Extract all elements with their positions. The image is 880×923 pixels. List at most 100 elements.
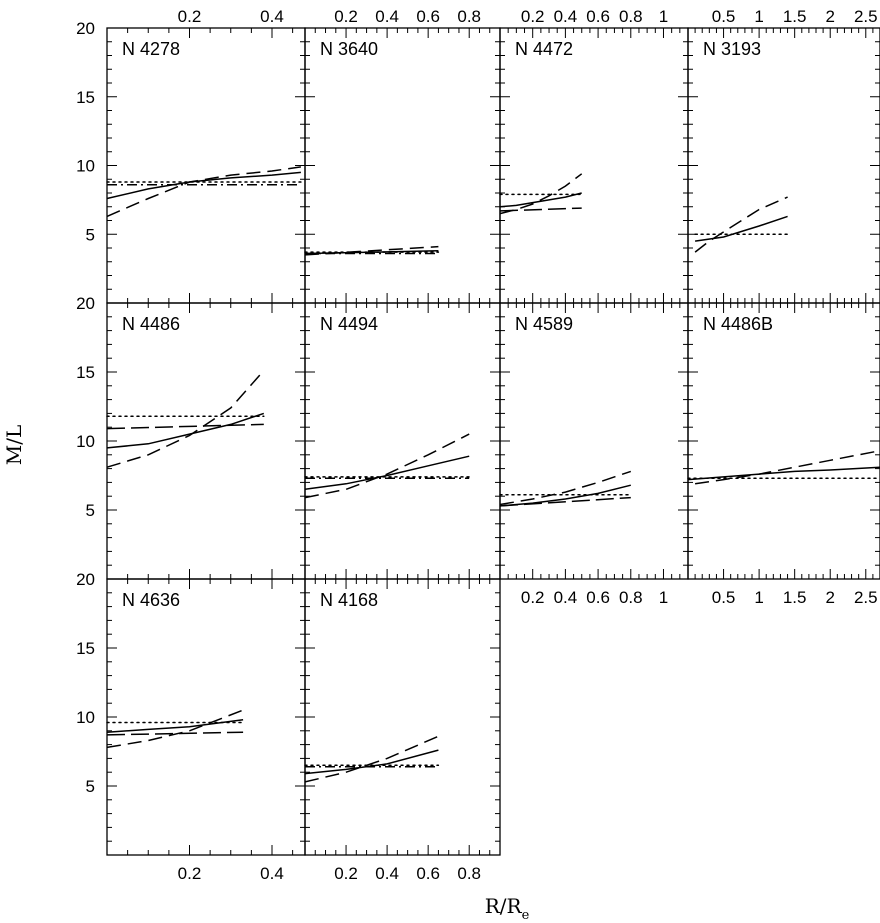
panel-title: N 3193 xyxy=(703,39,761,59)
panel-n-4472: 0.2 0.4 0.6 0.8 1 N 4472 xyxy=(499,7,689,304)
panel-n-4636: 5 10 15 20 0.2 0.4 N 4636 xyxy=(76,570,306,883)
series-line-dashed xyxy=(106,709,244,749)
panel-frame xyxy=(499,27,689,304)
panel-frame xyxy=(106,27,306,304)
x-tick-label: 2 xyxy=(825,588,834,607)
y-tick-label: 15 xyxy=(76,363,95,382)
x-tick-label: 2.5 xyxy=(854,588,878,607)
y-tick-label: 20 xyxy=(76,294,95,313)
x-axis-label-main: R/R xyxy=(485,894,523,918)
panel-n-3193: 0.5 1 1.5 2 2.5 N 3193 xyxy=(687,7,880,304)
series-line-dashed xyxy=(499,470,632,506)
panel-title: N 4472 xyxy=(515,39,573,59)
panel-frame xyxy=(106,302,306,580)
x-tick-label: 2 xyxy=(825,7,834,26)
y-tick-label: 5 xyxy=(86,777,95,796)
series-line-longdash xyxy=(499,496,631,507)
y-tick-label: 15 xyxy=(76,639,95,658)
x-tick-label: 1 xyxy=(754,588,763,607)
y-axis-label: M/L xyxy=(2,425,26,466)
series-line-dashed xyxy=(499,173,583,215)
series-line-dashed xyxy=(694,449,880,485)
y-tick-label: 15 xyxy=(76,88,95,107)
panel-frame xyxy=(687,27,880,304)
panel-frame xyxy=(304,578,501,856)
panel-n-4494: N 4494 xyxy=(304,302,501,580)
panel-title: N 4494 xyxy=(320,314,378,334)
series-line-solid xyxy=(304,455,470,491)
x-tick-label: 0.2 xyxy=(521,588,545,607)
x-tick-label: 1.5 xyxy=(783,588,807,607)
x-tick-label: 0.6 xyxy=(416,7,440,26)
series-line-solid xyxy=(106,171,301,200)
x-tick-label: 0.8 xyxy=(619,7,643,26)
series-line-solid xyxy=(694,215,788,242)
panel-frame xyxy=(499,302,689,580)
panel-frame xyxy=(687,302,880,580)
x-tick-label: 0.2 xyxy=(334,7,358,26)
y-tick-label: 10 xyxy=(76,708,95,727)
x-tick-label: 1 xyxy=(659,7,668,26)
x-axis-label-subscript: e xyxy=(522,908,530,923)
x-tick-label: 0.6 xyxy=(416,864,440,883)
panel-title: N 4589 xyxy=(515,314,573,334)
series-line-dashed xyxy=(106,370,265,468)
panel-n-3640: 0.2 0.4 0.6 0.8 N 3640 xyxy=(304,7,501,304)
x-tick-label: 0.4 xyxy=(260,7,284,26)
y-tick-label: 5 xyxy=(86,225,95,244)
y-tick-label: 10 xyxy=(76,432,95,451)
x-tick-label: 0.4 xyxy=(375,864,399,883)
series-line-dashed xyxy=(304,735,439,783)
x-tick-label: 0.8 xyxy=(457,7,481,26)
panel-frame xyxy=(304,27,501,304)
series-line-longdash xyxy=(106,423,264,430)
x-tick-label: 0.6 xyxy=(586,588,610,607)
panel-title: N 4168 xyxy=(320,590,378,610)
panel-title: N 3640 xyxy=(320,39,378,59)
series-line-dashed xyxy=(106,166,302,218)
x-tick-label: 0.4 xyxy=(260,864,284,883)
y-tick-label: 20 xyxy=(76,19,95,38)
series-line-dashed xyxy=(304,433,470,499)
panel-n-4486b: 0.5 1 1.5 2 2.5 N 4486B xyxy=(687,302,880,607)
panel-frame xyxy=(304,302,501,580)
panel-title: N 4278 xyxy=(122,39,180,59)
x-axis-label: R/Re xyxy=(485,894,530,923)
series-line-solid xyxy=(106,719,244,733)
series-line-solid xyxy=(499,192,582,208)
panel-title: N 4486B xyxy=(703,314,773,334)
x-tick-label: 0.5 xyxy=(712,7,736,26)
y-tick-label: 5 xyxy=(86,501,95,520)
series-line-solid xyxy=(304,749,439,775)
series-line-dashed xyxy=(694,196,788,253)
x-tick-label: 0.5 xyxy=(712,588,736,607)
series-line-longdash xyxy=(499,207,582,212)
x-tick-label: 0.2 xyxy=(334,864,358,883)
x-tick-label: 1 xyxy=(754,7,763,26)
x-tick-label: 0.6 xyxy=(586,7,610,26)
panel-n-4278: 5 10 15 20 0.2 0.4 N 4278 xyxy=(76,7,306,304)
series-line-solid xyxy=(499,484,631,507)
x-tick-label: 0.2 xyxy=(178,7,202,26)
x-tick-label: 0.2 xyxy=(521,7,545,26)
x-tick-label: 0.4 xyxy=(554,588,578,607)
x-tick-label: 1 xyxy=(659,588,668,607)
x-tick-label: 0.4 xyxy=(554,7,578,26)
x-tick-label: 0.2 xyxy=(178,864,202,883)
panel-n-4589: 0.2 0.4 0.6 0.8 1 N 4589 xyxy=(499,302,689,607)
y-tick-label: 10 xyxy=(76,157,95,176)
x-tick-label: 0.8 xyxy=(457,864,481,883)
panel-n-4486: 5 10 15 20 N 4486 xyxy=(76,294,306,580)
x-tick-label: 1.5 xyxy=(783,7,807,26)
x-tick-label: 0.8 xyxy=(619,588,643,607)
panel-title: N 4636 xyxy=(122,590,180,610)
x-tick-label: 0.4 xyxy=(375,7,399,26)
x-tick-label: 2.5 xyxy=(854,7,878,26)
series-line-solid xyxy=(687,466,880,481)
series-line-solid xyxy=(106,412,265,449)
series-line-longdash xyxy=(106,731,244,736)
y-tick-label: 20 xyxy=(76,570,95,589)
panel-n-4168: 0.2 0.4 0.6 0.8 N 4168 xyxy=(304,578,501,883)
